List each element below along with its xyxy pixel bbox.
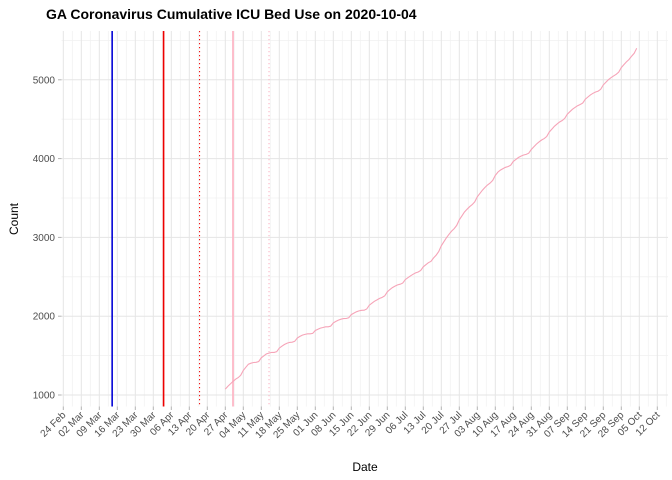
y-tick-label: 5000: [33, 75, 56, 86]
y-tick-label: 3000: [33, 233, 56, 244]
y-axis-title: Count: [7, 202, 21, 236]
y-tick-label: 1000: [33, 391, 56, 402]
y-tick-label: 4000: [33, 154, 56, 165]
y-tick-label: 2000: [33, 312, 56, 323]
chart-title: GA Coronavirus Cumulative ICU Bed Use on…: [46, 6, 417, 22]
cumulative-icu-line: [224, 48, 638, 390]
x-axis-title: Date: [352, 460, 378, 474]
